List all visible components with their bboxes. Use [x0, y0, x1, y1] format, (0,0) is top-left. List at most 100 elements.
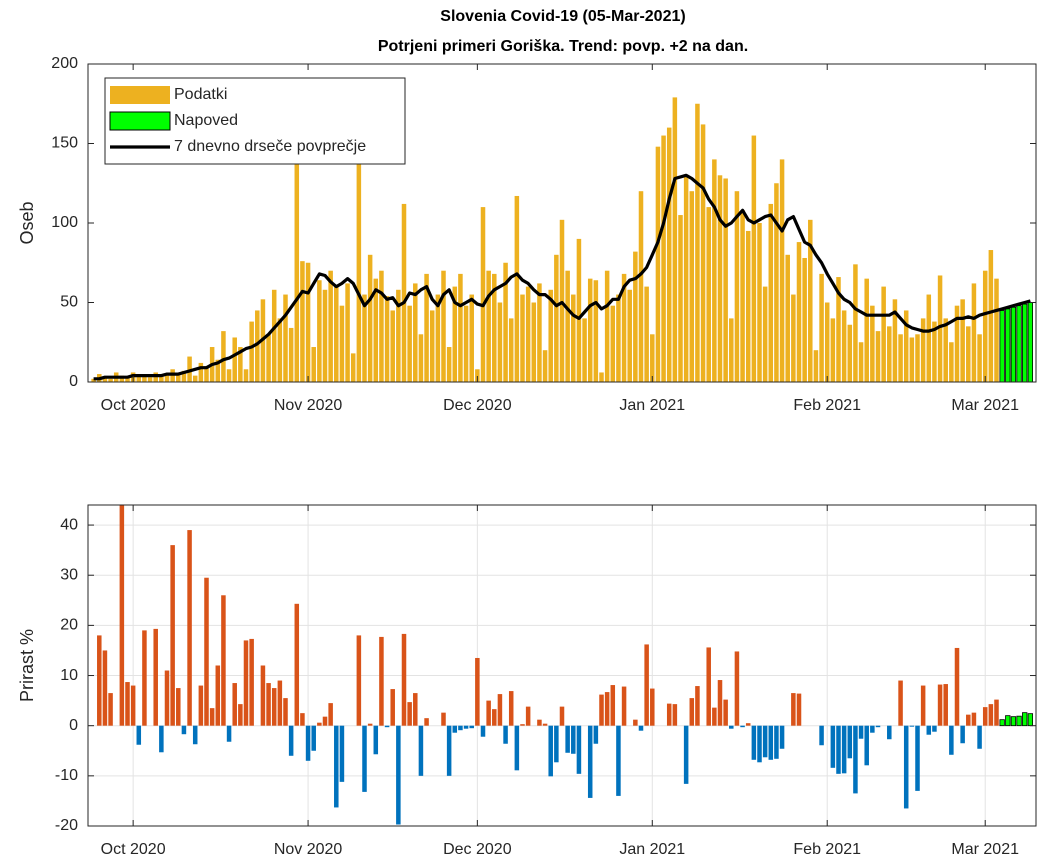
bar — [689, 698, 695, 726]
y-tick-label: 150 — [51, 135, 78, 152]
bar — [176, 688, 181, 726]
bar — [903, 310, 909, 382]
bar — [362, 725, 367, 792]
bar — [582, 318, 587, 382]
bar — [666, 703, 672, 726]
bar — [655, 146, 661, 382]
bar — [125, 377, 130, 382]
bar — [593, 725, 599, 744]
bar — [480, 725, 486, 737]
bar — [695, 686, 700, 726]
bar — [469, 294, 474, 382]
bar — [514, 195, 520, 382]
bar — [650, 688, 655, 726]
y-tick-label: 50 — [60, 294, 78, 311]
legend-label: Napoved — [174, 112, 238, 129]
bar — [768, 203, 774, 382]
bar — [576, 725, 582, 774]
bar — [204, 577, 209, 726]
y-tick-label: 20 — [60, 617, 78, 634]
y-axis-label: Oseb — [17, 201, 37, 244]
bar — [136, 375, 142, 382]
bar — [937, 684, 943, 726]
bar — [966, 326, 971, 382]
bar — [255, 310, 260, 382]
y-tick-label: -10 — [55, 767, 78, 784]
bar — [170, 545, 175, 726]
bar — [616, 294, 621, 382]
y-axis-label: Prirast % — [17, 629, 37, 702]
bar — [633, 719, 638, 726]
x-tick-label: Jan 2021 — [619, 841, 685, 858]
bar — [243, 640, 249, 726]
bar — [525, 706, 531, 726]
bar — [791, 294, 796, 382]
bar — [977, 334, 982, 382]
bar — [593, 280, 599, 382]
bar — [554, 254, 559, 382]
bar — [322, 716, 328, 726]
bar — [413, 283, 418, 382]
bar — [266, 683, 271, 726]
bar — [159, 374, 164, 382]
bar — [446, 725, 452, 776]
bar — [142, 374, 147, 382]
bar — [576, 238, 582, 382]
bar — [373, 278, 379, 382]
bar — [830, 725, 836, 768]
bar — [300, 713, 305, 726]
chart-title: Slovenia Covid-19 (05-Mar-2021) — [440, 8, 685, 25]
bar — [119, 505, 125, 726]
bar — [729, 318, 734, 382]
bar — [305, 725, 311, 761]
bar — [740, 725, 745, 728]
bar — [418, 334, 424, 382]
bar — [164, 375, 170, 382]
bar — [153, 628, 158, 726]
bar — [683, 175, 689, 382]
bar — [542, 350, 548, 382]
bar — [898, 680, 903, 726]
bar — [1010, 306, 1017, 383]
bar — [864, 725, 869, 766]
y-tick-label: 10 — [60, 667, 78, 684]
bar — [813, 350, 819, 382]
bar — [367, 723, 373, 726]
bar — [994, 278, 999, 382]
bar — [672, 97, 678, 382]
bar — [740, 210, 745, 382]
bar — [751, 135, 757, 382]
bar — [571, 294, 576, 382]
bar — [723, 699, 728, 726]
bar — [452, 725, 458, 733]
bar — [971, 283, 977, 382]
bar — [858, 725, 864, 739]
bar — [723, 178, 728, 382]
bar — [616, 725, 621, 796]
bar — [717, 680, 723, 726]
bar — [977, 725, 982, 749]
bar — [181, 370, 187, 382]
y-tick-label: 0 — [69, 373, 78, 390]
bar — [870, 305, 875, 382]
bar — [271, 289, 277, 382]
bar — [988, 704, 994, 726]
bar — [520, 724, 525, 726]
bar — [458, 725, 463, 731]
y-tick-label: 200 — [51, 55, 78, 72]
bar — [350, 353, 356, 382]
bar — [768, 725, 774, 760]
bar — [994, 699, 999, 726]
bar — [520, 294, 525, 382]
x-tick-label: Dec 2020 — [443, 397, 512, 414]
bar — [695, 103, 700, 382]
bar — [644, 644, 649, 726]
bar — [887, 326, 892, 382]
bar — [666, 127, 672, 382]
bar — [396, 725, 401, 825]
bar — [441, 712, 446, 726]
bar — [926, 725, 932, 735]
bar — [548, 725, 553, 777]
bar — [604, 270, 610, 382]
bar — [1005, 308, 1011, 383]
